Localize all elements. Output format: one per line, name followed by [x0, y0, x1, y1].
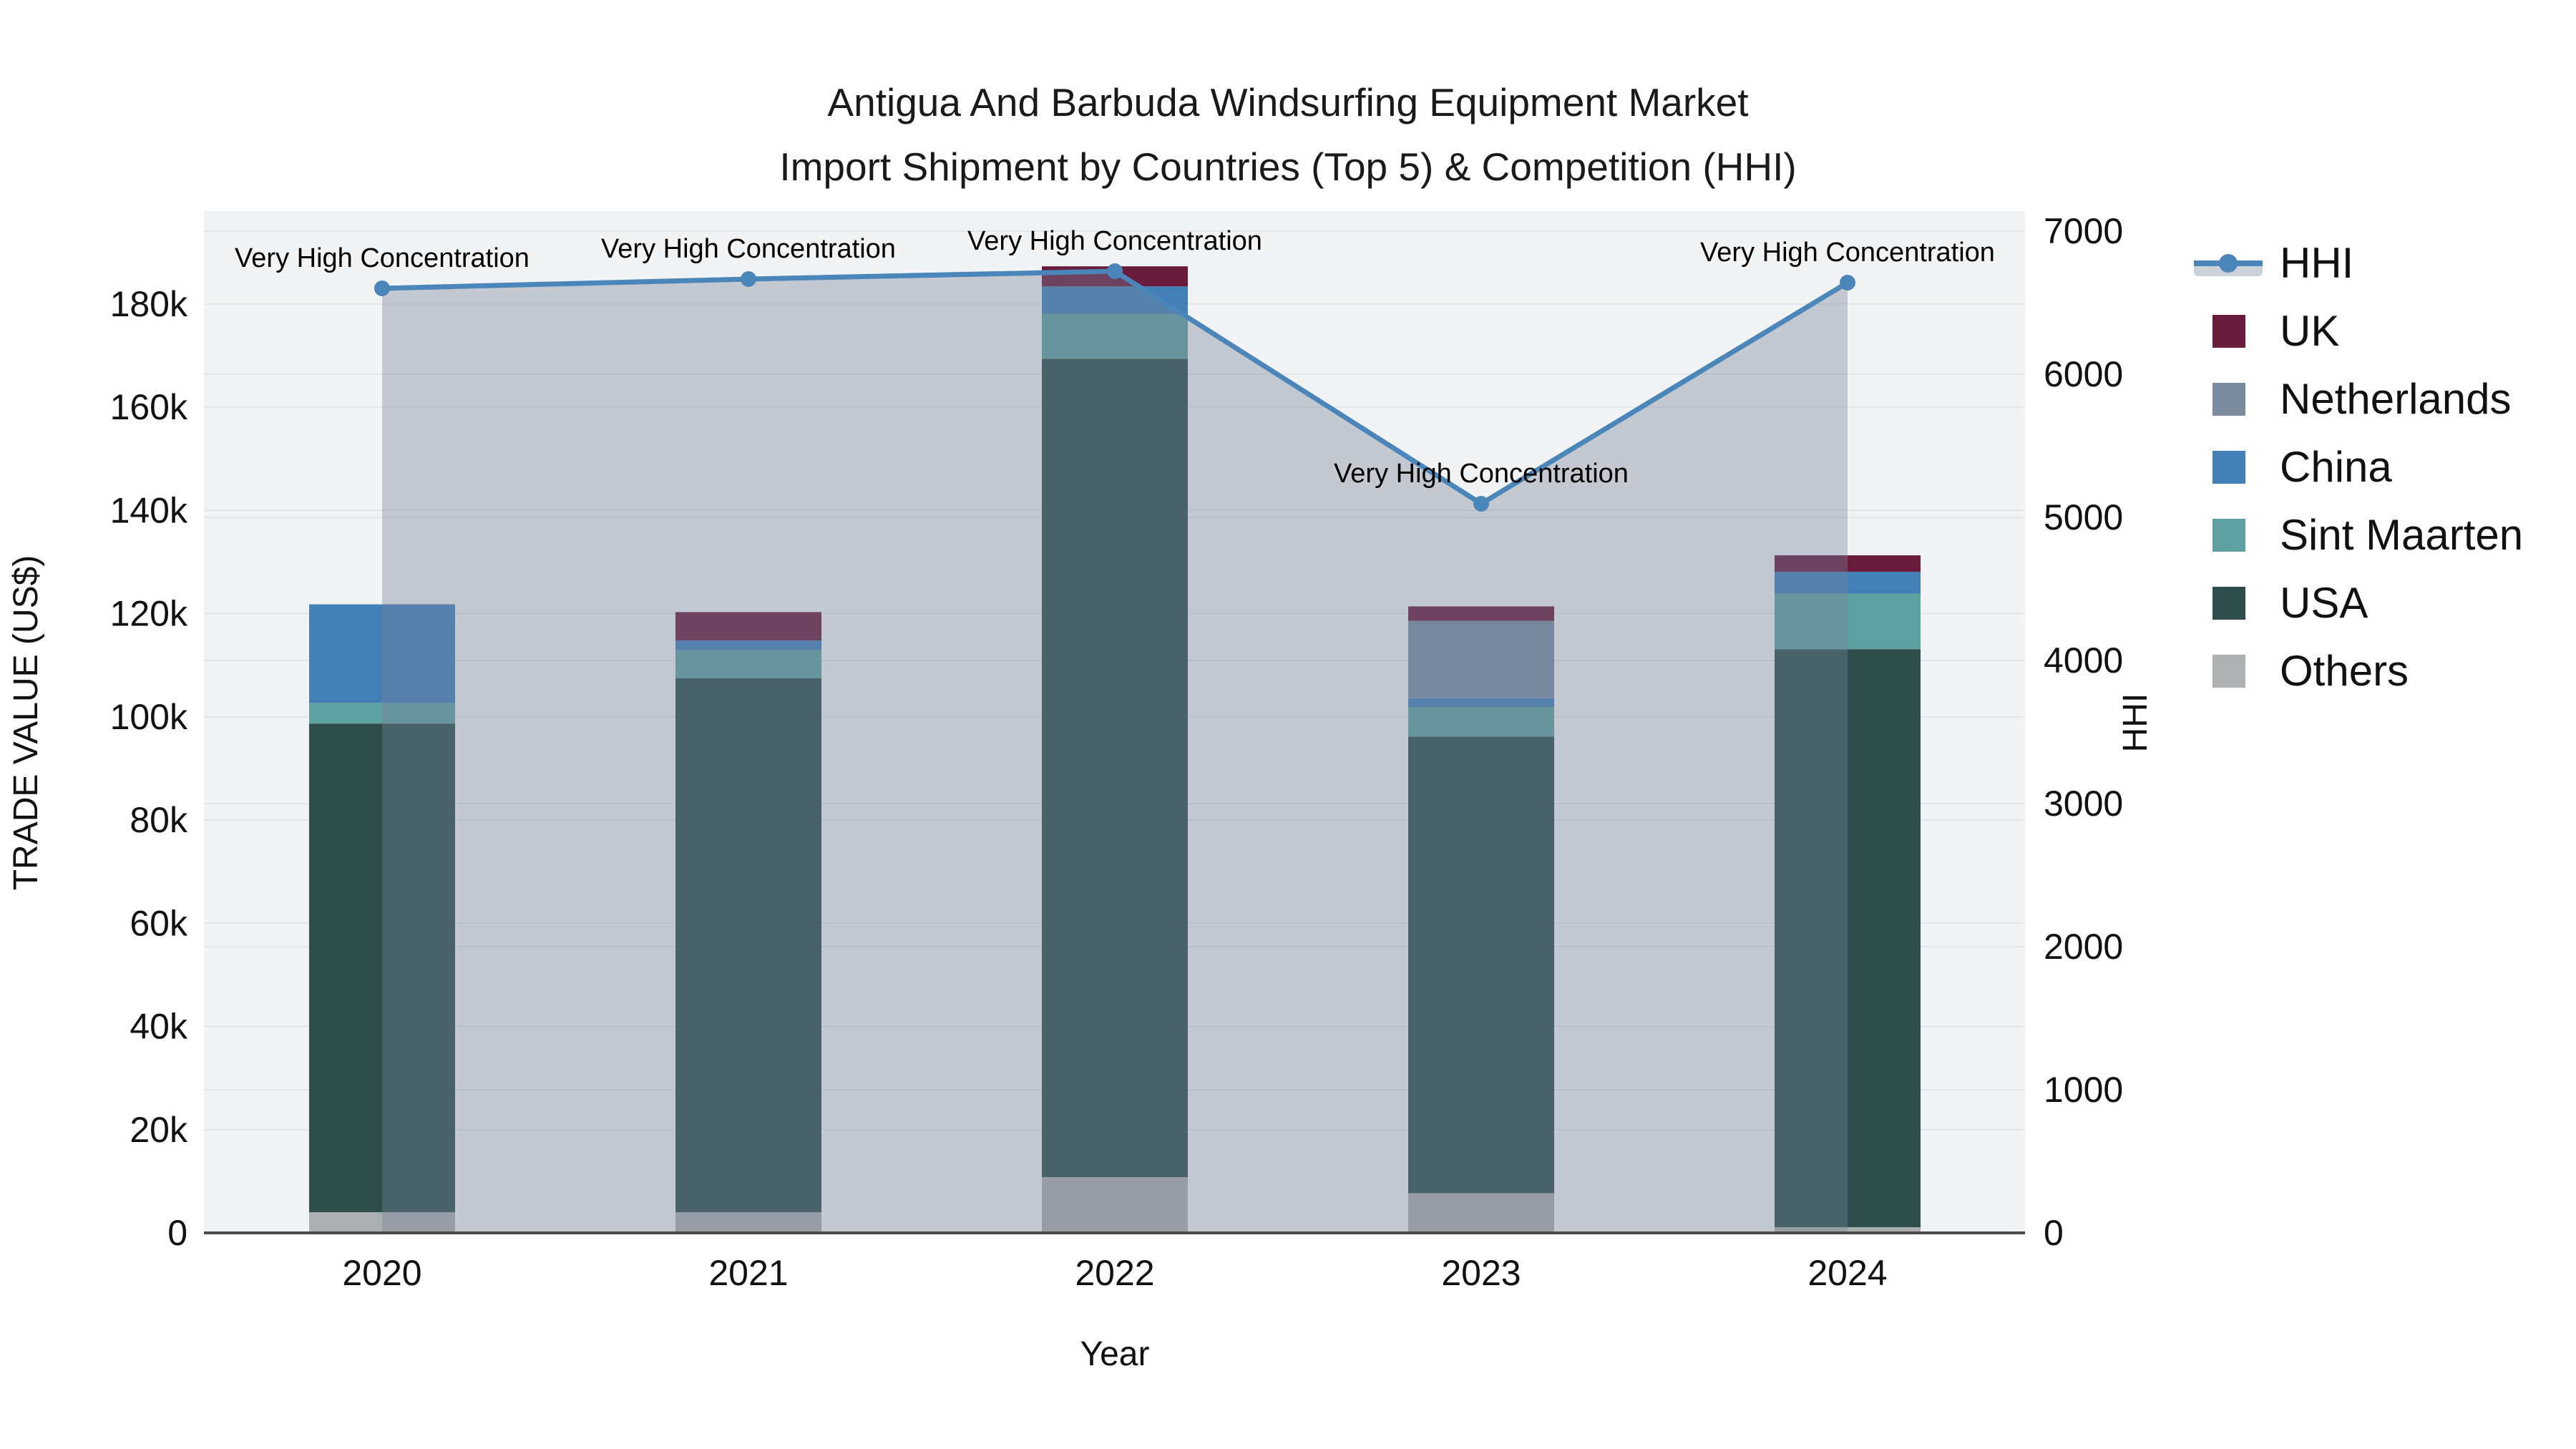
bar-segment-others-2021[interactable] [675, 1212, 821, 1233]
legend-swatch-sint-maarten [2212, 519, 2245, 552]
annotation-2024: Very High Concentration [1700, 238, 1995, 268]
y-tick-label-right-4000: 4000 [2044, 640, 2123, 680]
legend-item-netherlands[interactable]: Netherlands [2212, 375, 2512, 423]
bar-segment-usa-2020[interactable] [309, 723, 455, 1213]
y-axis-title-left: TRADE VALUE (US$) [7, 555, 45, 891]
annotation-2020: Very High Concentration [235, 243, 530, 273]
y-tick-label-left-120k: 120k [110, 594, 188, 634]
legend-label-usa: USA [2280, 579, 2368, 627]
bar-segment-china-2023[interactable] [1408, 698, 1554, 708]
y-tick-label-left-20k: 20k [130, 1110, 188, 1150]
legend-label-netherlands: Netherlands [2280, 375, 2512, 423]
y-tick-label-left-100k: 100k [110, 697, 188, 737]
legend-item-uk[interactable]: UK [2212, 307, 2339, 355]
y-tick-label-left-60k: 60k [130, 903, 188, 943]
x-tick-label-2023: 2023 [1441, 1253, 1521, 1293]
y-tick-label-right-0: 0 [2044, 1213, 2064, 1253]
legend-item-usa[interactable]: USA [2212, 579, 2368, 627]
y-tick-label-right-1000: 1000 [2044, 1070, 2123, 1110]
legend-item-hhi[interactable]: HHI [2194, 239, 2353, 287]
bar-segment-china-2020[interactable] [309, 604, 455, 703]
y-tick-label-left-160k: 160k [110, 387, 188, 427]
legend-label-sint-maarten: Sint Maarten [2280, 511, 2523, 559]
legend-marker-symbol-hhi [2219, 254, 2238, 273]
annotation-2021: Very High Concentration [601, 234, 896, 264]
legend-item-sint-maarten[interactable]: Sint Maarten [2212, 511, 2523, 559]
legend-swatch-usa [2212, 587, 2245, 620]
y-tick-label-right-6000: 6000 [2044, 354, 2123, 394]
legend-item-china[interactable]: China [2212, 443, 2392, 491]
bar-segment-uk-2023[interactable] [1408, 606, 1554, 621]
bar-segment-china-2021[interactable] [675, 640, 821, 650]
bar-segment-netherlands-2023[interactable] [1408, 620, 1554, 698]
annotation-2022: Very High Concentration [967, 226, 1262, 256]
legend-swatch-netherlands [2212, 383, 2245, 416]
y-tick-label-right-2000: 2000 [2044, 927, 2123, 967]
y-tick-label-right-7000: 7000 [2044, 211, 2123, 251]
bar-segment-sint-maarten-2024[interactable] [1775, 593, 1921, 650]
y-tick-label-left-40k: 40k [130, 1007, 188, 1047]
hhi-marker-2023[interactable] [1473, 496, 1489, 512]
legend-label-hhi: HHI [2280, 239, 2353, 287]
bar-segment-others-2024[interactable] [1775, 1227, 1921, 1233]
bar-segment-others-2022[interactable] [1042, 1177, 1188, 1233]
y-tick-label-left-80k: 80k [130, 800, 188, 840]
bar-segment-uk-2024[interactable] [1775, 555, 1921, 572]
x-tick-label-2021: 2021 [708, 1253, 788, 1293]
x-axis-title: Year [1080, 1335, 1150, 1373]
bar-segment-sint-maarten-2023[interactable] [1408, 707, 1554, 737]
chart-title-line1: Antigua And Barbuda Windsurfing Equipmen… [827, 80, 1748, 125]
y-tick-label-right-5000: 5000 [2044, 497, 2123, 537]
bar-segment-china-2024[interactable] [1775, 572, 1921, 594]
bar-segment-sint-maarten-2020[interactable] [309, 703, 455, 724]
annotation-2023: Very High Concentration [1334, 459, 1629, 489]
legend-swatch-china [2212, 451, 2245, 484]
bar-segment-usa-2024[interactable] [1775, 649, 1921, 1228]
plot-area-layer: 0 20k 40k 60k 80k 100k 120k 140k 160k 180k 0 1000 20… [110, 211, 2123, 1293]
y-axis-title-right: HHI [2117, 693, 2155, 753]
y-tick-label-left-180k: 180k [110, 284, 188, 324]
bar-segment-usa-2021[interactable] [675, 678, 821, 1213]
legend-label-uk: UK [2280, 307, 2339, 355]
x-tick-label-2020: 2020 [342, 1253, 421, 1293]
bar-segment-others-2020[interactable] [309, 1212, 455, 1233]
hhi-marker-2022[interactable] [1107, 263, 1123, 279]
hhi-marker-2020[interactable] [374, 280, 390, 296]
y-tick-label-left-140k: 140k [110, 490, 188, 530]
legend-swatch-others [2212, 655, 2245, 688]
legend-label-others: Others [2280, 647, 2409, 695]
legend-item-others[interactable]: Others [2212, 647, 2409, 695]
x-tick-label-2022: 2022 [1075, 1253, 1154, 1293]
hhi-marker-2024[interactable] [1840, 275, 1855, 291]
bar-segment-usa-2022[interactable] [1042, 358, 1188, 1178]
bar-segment-usa-2023[interactable] [1408, 736, 1554, 1194]
legend-label-china: China [2280, 443, 2392, 491]
legend: HHI UK Netherlands China Sint Maarten USA Othe… [2194, 239, 2523, 695]
y-tick-label-right-3000: 3000 [2044, 784, 2123, 824]
legend-swatch-uk [2212, 315, 2245, 348]
bar-segment-others-2023[interactable] [1408, 1193, 1554, 1233]
hhi-marker-2021[interactable] [741, 271, 756, 287]
chart-title-line2: Import Shipment by Countries (Top 5) & C… [779, 145, 1796, 189]
bar-segment-sint-maarten-2021[interactable] [675, 650, 821, 678]
bar-segment-sint-maarten-2022[interactable] [1042, 313, 1188, 359]
x-tick-label-2024: 2024 [1807, 1253, 1887, 1293]
y-tick-label-left-0: 0 [167, 1213, 187, 1253]
bar-segment-uk-2021[interactable] [675, 612, 821, 641]
